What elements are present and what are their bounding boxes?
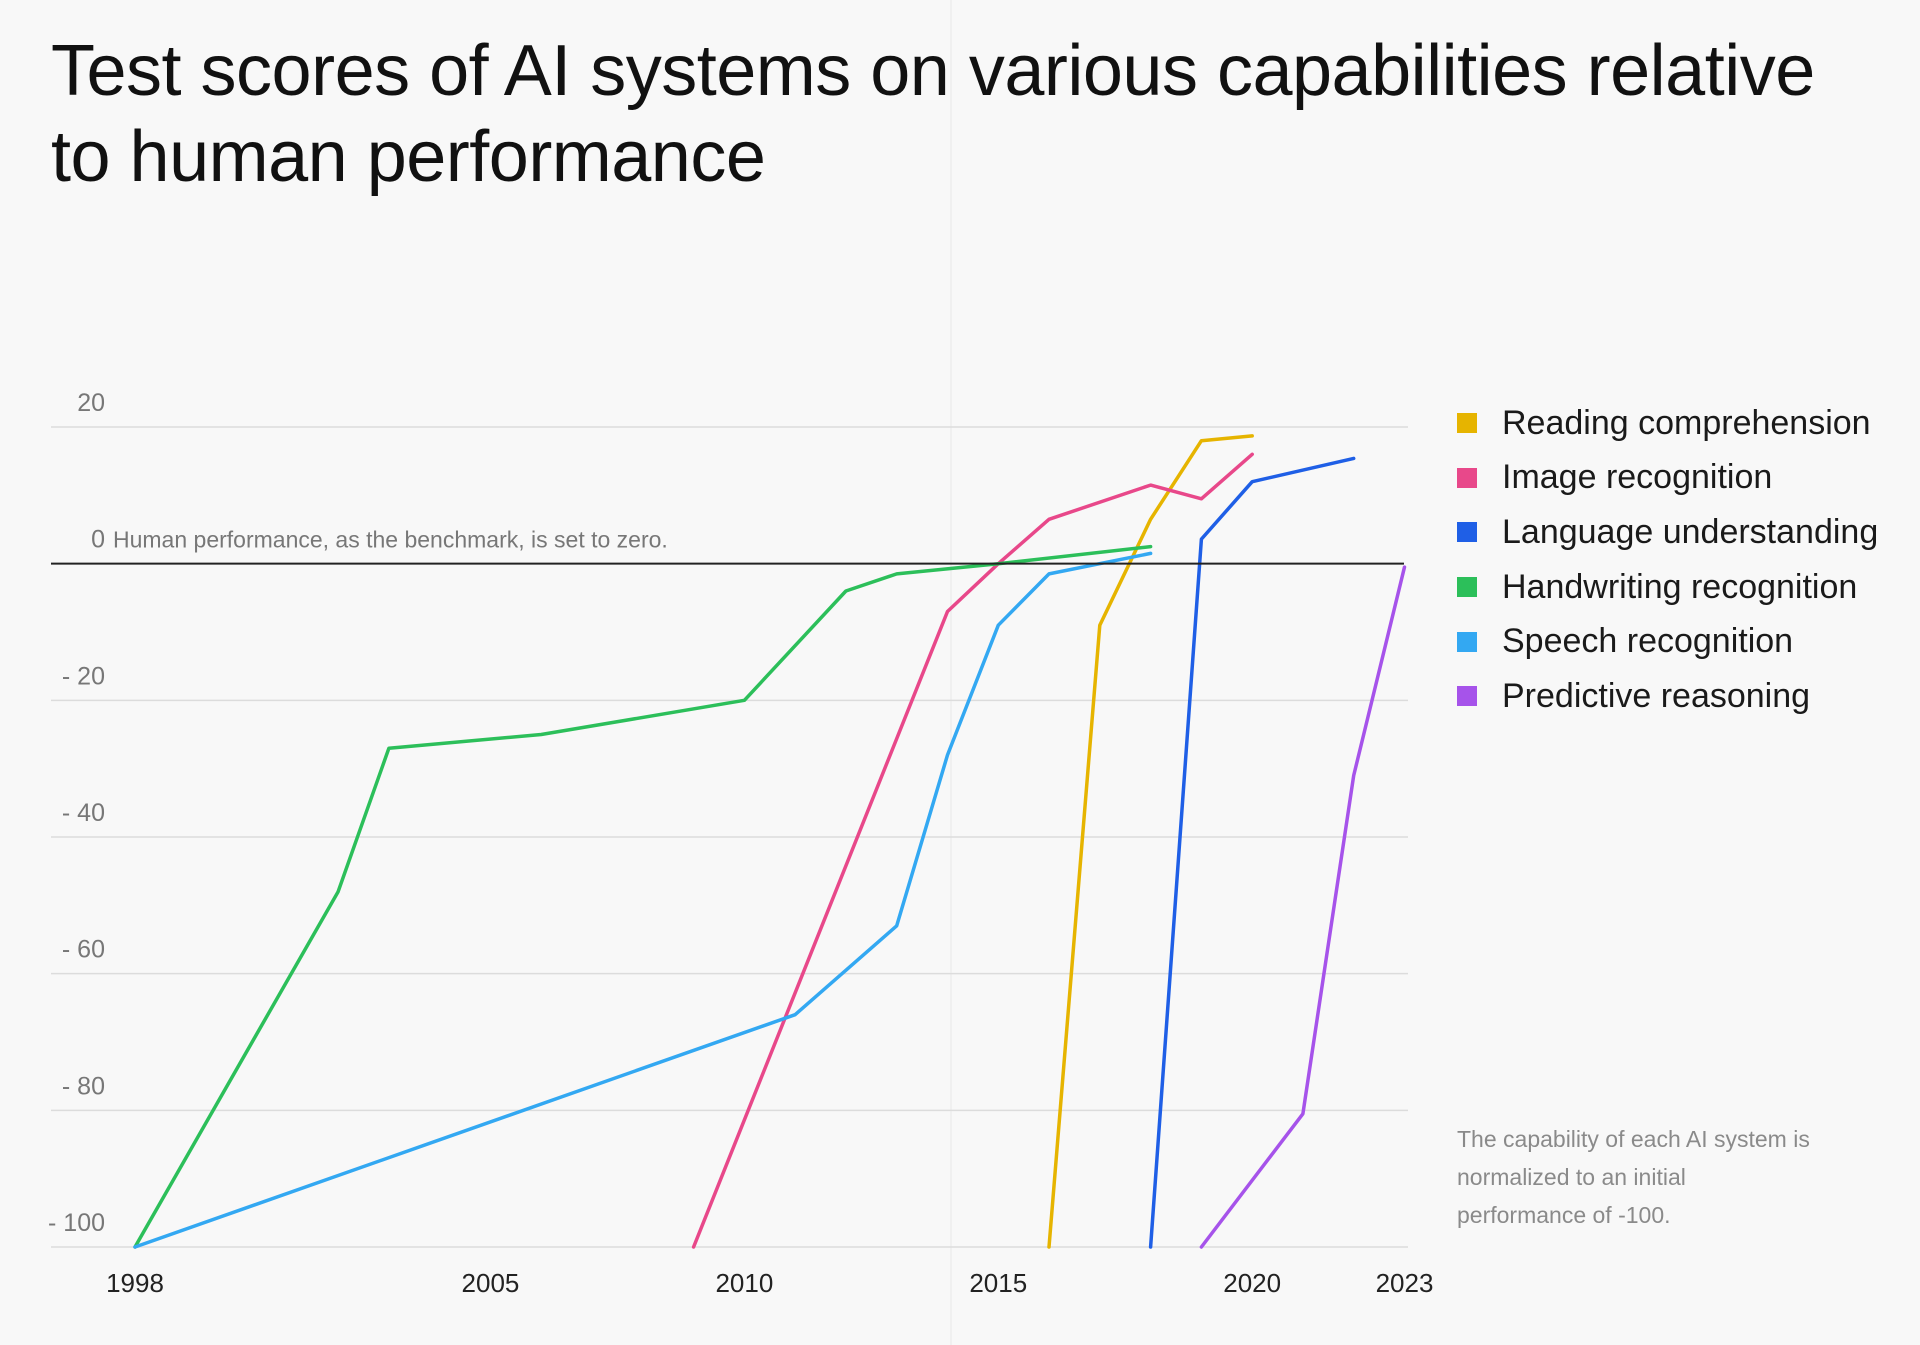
legend-label: Speech recognition [1502,622,1794,661]
legend-item: Handwriting recognition [1457,560,1878,615]
chart-title: Test scores of AI systems on various cap… [51,31,1815,197]
x-tick-label: 2020 [1223,1268,1281,1298]
x-tick-label: 2010 [715,1268,773,1298]
legend-label: Handwriting recognition [1502,567,1858,606]
x-tick-label: 2005 [462,1268,520,1298]
y-tick-label: - 80 [62,1072,105,1100]
y-tick-label: - 60 [62,936,105,964]
legend-item: Reading comprehension [1457,396,1878,451]
legend-item: Image recognition [1457,451,1878,506]
y-tick-label: - 20 [62,662,105,690]
legend-swatch [1457,631,1477,652]
legend-label: Reading comprehension [1502,403,1871,442]
series-line-reading-comprehension [1047,434,1254,1249]
x-tick-label: 1998 [106,1268,164,1298]
series-line-predictive-reasoning [1199,565,1407,1249]
y-tick-label: - 100 [48,1209,105,1237]
x-tick-label: 2015 [969,1268,1027,1298]
legend: Reading comprehension Image recognition La… [1457,396,1878,724]
legend-label: Language understanding [1502,512,1879,551]
y-tick-label: - 40 [62,799,105,827]
series-line-handwriting-recognition [133,544,1153,1249]
legend-label: Predictive reasoning [1502,676,1811,715]
legend-swatch [1457,577,1477,598]
legend-swatch [1457,467,1477,488]
legend-item: Predictive reasoning [1457,669,1878,724]
y-tick-label: 20 [77,389,105,417]
legend-swatch [1457,522,1477,543]
legend-swatch [1457,686,1477,707]
normalization-note: The capability of each AI system is norm… [1457,1126,1810,1228]
series-line-language-understanding [1148,456,1356,1249]
benchmark-annotation: Human performance, as the benchmark, is … [113,527,668,553]
series-line-speech-recognition [133,551,1153,1249]
legend-item: Speech recognition [1457,614,1878,669]
y-tick-label: 0 [91,526,105,554]
x-tick-label: 2023 [1376,1268,1434,1298]
legend-swatch [1457,413,1477,434]
series-line-image-recognition [691,452,1254,1249]
legend-item: Language understanding [1457,505,1878,560]
legend-label: Image recognition [1502,458,1773,497]
